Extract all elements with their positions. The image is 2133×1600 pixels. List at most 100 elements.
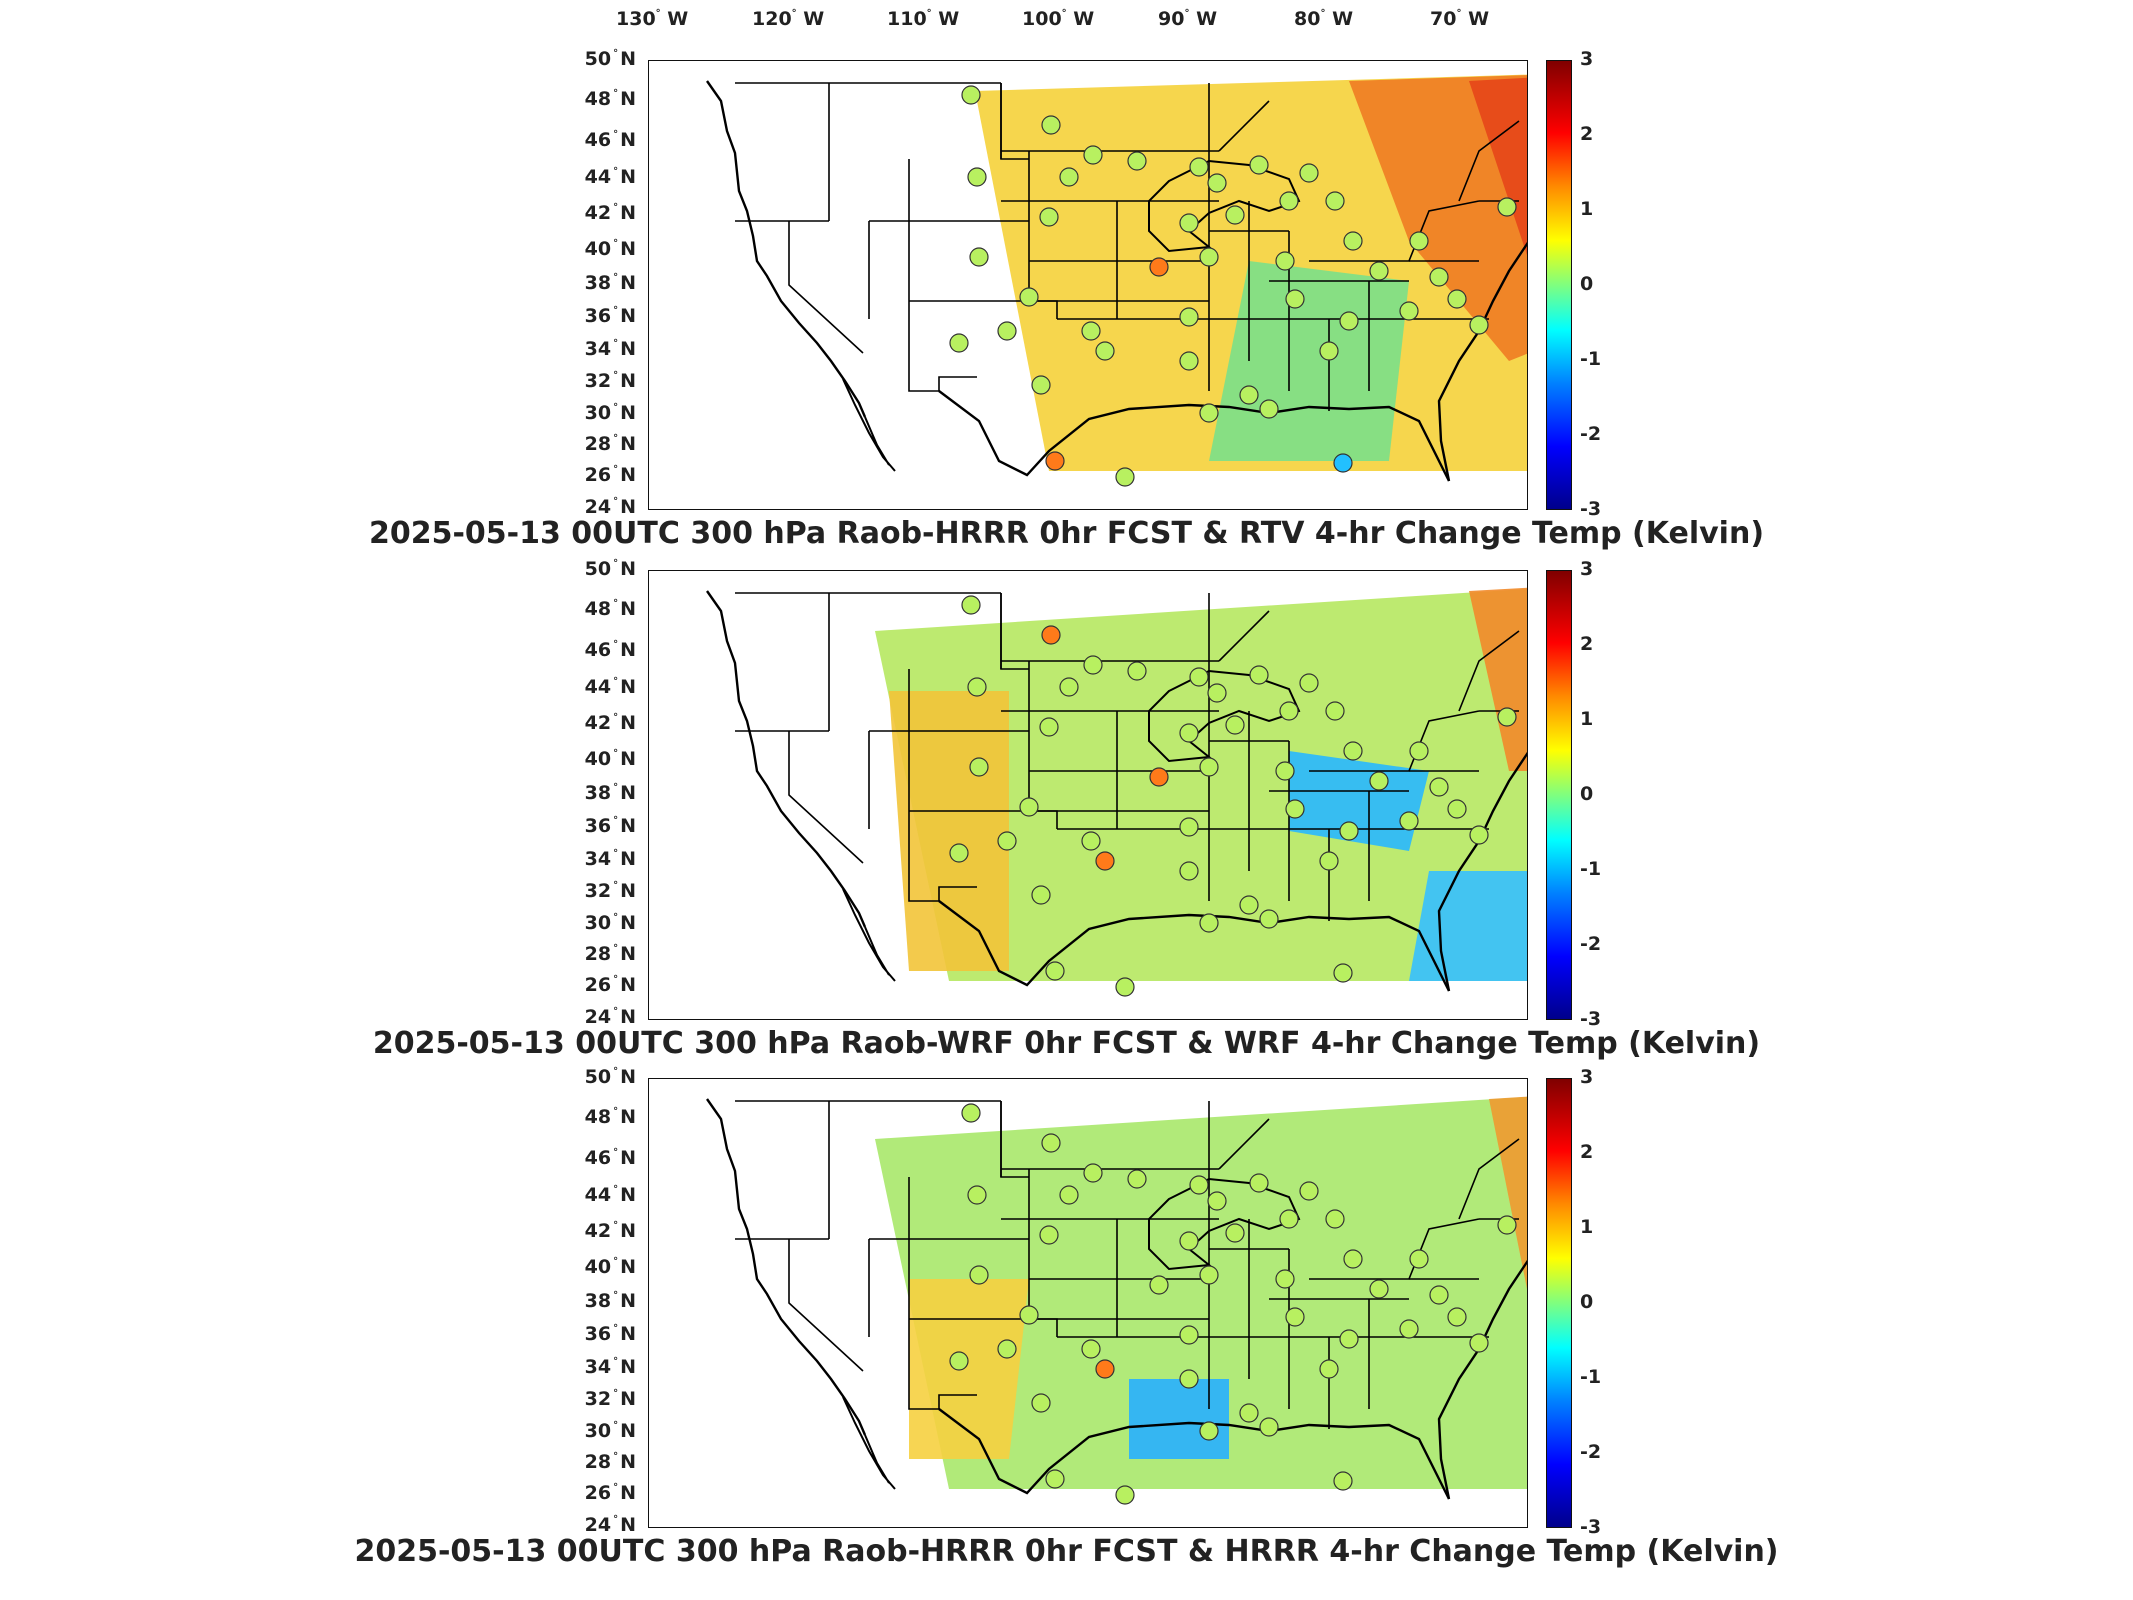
- latitude-label: 48 ° N: [584, 598, 636, 620]
- raob-station-marker: [1179, 861, 1199, 881]
- longitude-label: 80° W: [1294, 8, 1354, 30]
- coastline: [842, 888, 896, 982]
- raob-station-marker: [949, 1351, 969, 1371]
- raob-station-marker: [969, 757, 989, 777]
- raob-station-marker: [1249, 1173, 1269, 1193]
- raob-station-marker: [1083, 1163, 1103, 1183]
- latitude-label: 32 ° N: [584, 1388, 636, 1410]
- state-boundary: [1218, 1118, 1270, 1170]
- state-boundary: [938, 376, 977, 391]
- raob-station-marker: [1279, 701, 1299, 721]
- temperature-change-map: [706, 1096, 1527, 1505]
- colorbar-tick-label: 1: [1580, 198, 1594, 220]
- colorbar-tick-label: 1: [1580, 708, 1594, 730]
- raob-station-marker: [1045, 961, 1065, 981]
- raob-station-marker: [1179, 307, 1199, 327]
- raob-station-marker: [1325, 191, 1345, 211]
- raob-station-marker: [949, 333, 969, 353]
- latitude-label: 48 ° N: [584, 88, 636, 110]
- raob-station-marker: [1207, 1191, 1227, 1211]
- latitude-label: 26 ° N: [584, 464, 636, 486]
- raob-station-marker: [1083, 655, 1103, 675]
- raob-station-marker: [1081, 321, 1101, 341]
- raob-station-marker: [1447, 799, 1467, 819]
- raob-station-marker: [1179, 1231, 1199, 1251]
- raob-station-marker: [1299, 673, 1319, 693]
- latitude-label: 40 ° N: [584, 1256, 636, 1278]
- colorbar-tick-label: -2: [1580, 1441, 1602, 1463]
- raob-station-marker: [1199, 1421, 1219, 1441]
- raob-station-marker: [1039, 1225, 1059, 1245]
- raob-station-marker: [1279, 1209, 1299, 1229]
- raob-station-marker: [1249, 155, 1269, 175]
- field-region: [1469, 587, 1527, 771]
- latitude-label: 40 ° N: [584, 748, 636, 770]
- state-boundary: [938, 1394, 977, 1409]
- raob-station-marker: [1249, 665, 1269, 685]
- map-frame: [648, 60, 1528, 510]
- longitude-label: 90° W: [1158, 8, 1218, 30]
- colorbar-tick-label: 2: [1580, 633, 1594, 655]
- colorbar-tick-label: -3: [1580, 1516, 1602, 1538]
- latitude-label: 24 ° N: [584, 496, 636, 518]
- raob-station-marker: [1115, 977, 1135, 997]
- raob-station-marker: [1179, 723, 1199, 743]
- colorbar-tick-label: -1: [1580, 348, 1602, 370]
- coastline: [706, 1098, 867, 1436]
- raob-station-marker: [1259, 909, 1279, 929]
- raob-station-marker: [1369, 261, 1389, 281]
- raob-station-marker: [1239, 1403, 1259, 1423]
- latitude-label: 34 ° N: [584, 338, 636, 360]
- latitude-label: 38 ° N: [584, 1290, 636, 1312]
- state-boundary: [1000, 83, 1029, 160]
- raob-station-marker: [1127, 1169, 1147, 1189]
- latitude-label: 46 ° N: [584, 639, 636, 661]
- raob-station-marker: [967, 1185, 987, 1205]
- colorbar-tick-label: -1: [1580, 858, 1602, 880]
- map-frame: [648, 1078, 1528, 1528]
- field-region: [1489, 1096, 1527, 1289]
- temperature-change-map: [706, 587, 1527, 997]
- raob-station-marker: [1429, 267, 1449, 287]
- latitude-label: 26 ° N: [584, 1482, 636, 1504]
- raob-station-marker: [1095, 341, 1115, 361]
- colorbar: [1546, 1078, 1572, 1528]
- raob-station-marker: [1179, 1325, 1199, 1345]
- raob-station-marker: [1095, 1359, 1115, 1379]
- raob-station-marker: [1429, 1285, 1449, 1305]
- colorbar-tick-label: -3: [1580, 1008, 1602, 1030]
- state-boundary: [1000, 593, 1029, 670]
- raob-station-marker: [1325, 1209, 1345, 1229]
- latitude-label: 24 ° N: [584, 1006, 636, 1028]
- colorbar-tick-label: 3: [1580, 558, 1594, 580]
- raob-station-marker: [997, 1339, 1017, 1359]
- latitude-label: 30 ° N: [584, 912, 636, 934]
- panel-title: 2025-05-13 00UTC 300 hPa Raob-HRRR 0hr F…: [368, 516, 1765, 551]
- state-boundary: [788, 731, 864, 864]
- field-region: [875, 588, 1527, 981]
- latitude-label: 30 ° N: [584, 1420, 636, 1442]
- state-boundary: [788, 1239, 864, 1372]
- raob-station-marker: [1259, 1417, 1279, 1437]
- latitude-label: 28 ° N: [584, 943, 636, 965]
- state-boundary: [1458, 630, 1520, 712]
- field-region: [1349, 75, 1527, 361]
- colorbar: [1546, 570, 1572, 1020]
- raob-station-marker: [1339, 821, 1359, 841]
- raob-station-marker: [1031, 885, 1051, 905]
- coastline: [706, 590, 867, 928]
- latitude-label: 46 ° N: [584, 129, 636, 151]
- latitude-label: 44 ° N: [584, 166, 636, 188]
- latitude-label: 46 ° N: [584, 1147, 636, 1169]
- raob-station-marker: [1469, 315, 1489, 335]
- latitude-label: 32 ° N: [584, 370, 636, 392]
- longitude-label: 110° W: [887, 8, 960, 30]
- raob-station-marker: [1225, 1223, 1245, 1243]
- latitude-label: 32 ° N: [584, 880, 636, 902]
- state-boundary: [938, 886, 977, 901]
- longitude-label: 130° W: [616, 8, 689, 30]
- raob-station-marker: [1149, 1275, 1169, 1295]
- colorbar-tick-label: -1: [1580, 1366, 1602, 1388]
- raob-station-marker: [1369, 1279, 1389, 1299]
- raob-station-marker: [1285, 289, 1305, 309]
